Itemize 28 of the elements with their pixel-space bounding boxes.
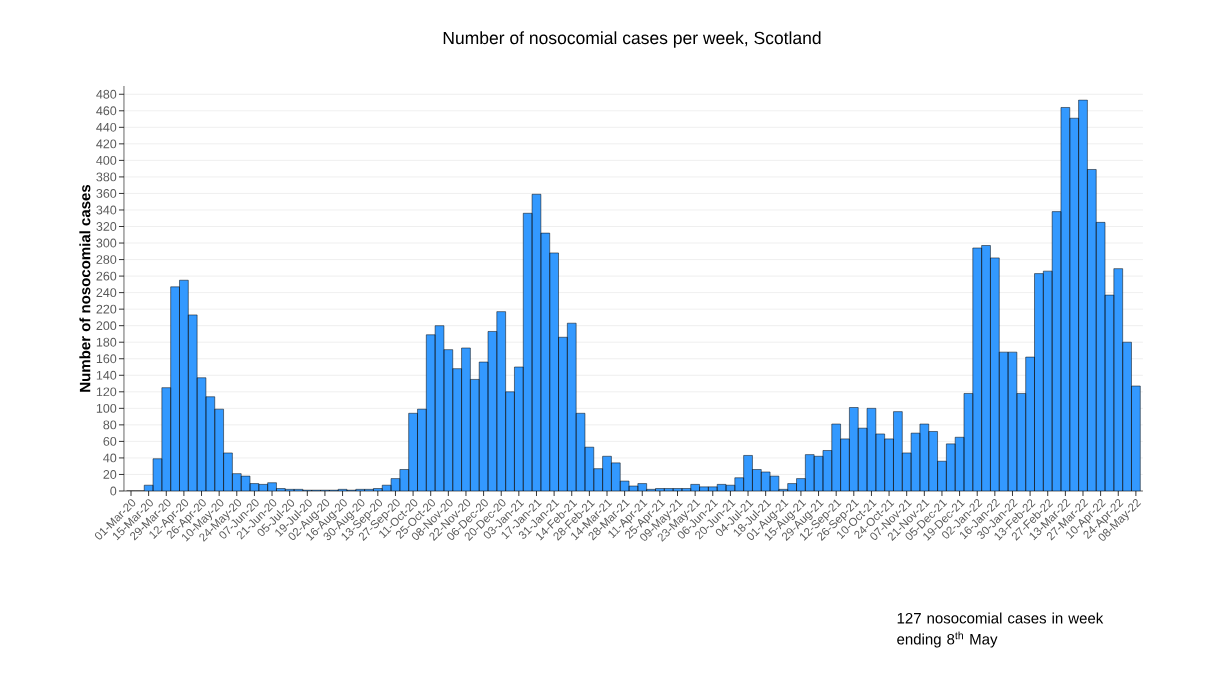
y-tick-label: 460 xyxy=(96,106,117,116)
y-tick-label: 0 xyxy=(110,486,117,496)
y-tick-label: 200 xyxy=(96,321,117,331)
y-tick-label: 20 xyxy=(103,470,117,479)
y-axis-title: Number of nosocomial cases xyxy=(79,184,91,392)
y-tick-label: 320 xyxy=(96,222,117,231)
y-tick-label: 100 xyxy=(96,403,117,413)
y-tick-label: 160 xyxy=(96,354,117,364)
y-tick-label: 300 xyxy=(96,238,117,248)
y-tick-label: 240 xyxy=(96,288,117,298)
y-tick-label: 260 xyxy=(96,271,117,281)
chart-title: Number of nosocomial cases per week, Scotland xyxy=(443,31,821,48)
y-tick-label: 220 xyxy=(96,304,117,314)
y-tick-label: 340 xyxy=(96,205,117,215)
y-tick-label: 120 xyxy=(96,387,117,397)
y-tick-label: 280 xyxy=(96,255,117,264)
y-tick-label: 440 xyxy=(96,122,117,132)
y-tick-label: 480 xyxy=(96,89,117,99)
y-tick-label: 60 xyxy=(103,436,117,446)
y-tick-label: 400 xyxy=(96,155,117,165)
y-tick-label: 360 xyxy=(96,189,117,198)
y-tick-label: 40 xyxy=(103,453,117,463)
y-tick-label: 180 xyxy=(96,337,117,347)
y-tick-label: 140 xyxy=(96,370,117,380)
text: 127 nosocomial cases in week ending 8$^{th}$ May xyxy=(897,612,1104,648)
y-tick-label: 80 xyxy=(103,420,117,430)
y-tick-label: 420 xyxy=(96,139,117,149)
y-tick-label: 380 xyxy=(96,172,117,182)
